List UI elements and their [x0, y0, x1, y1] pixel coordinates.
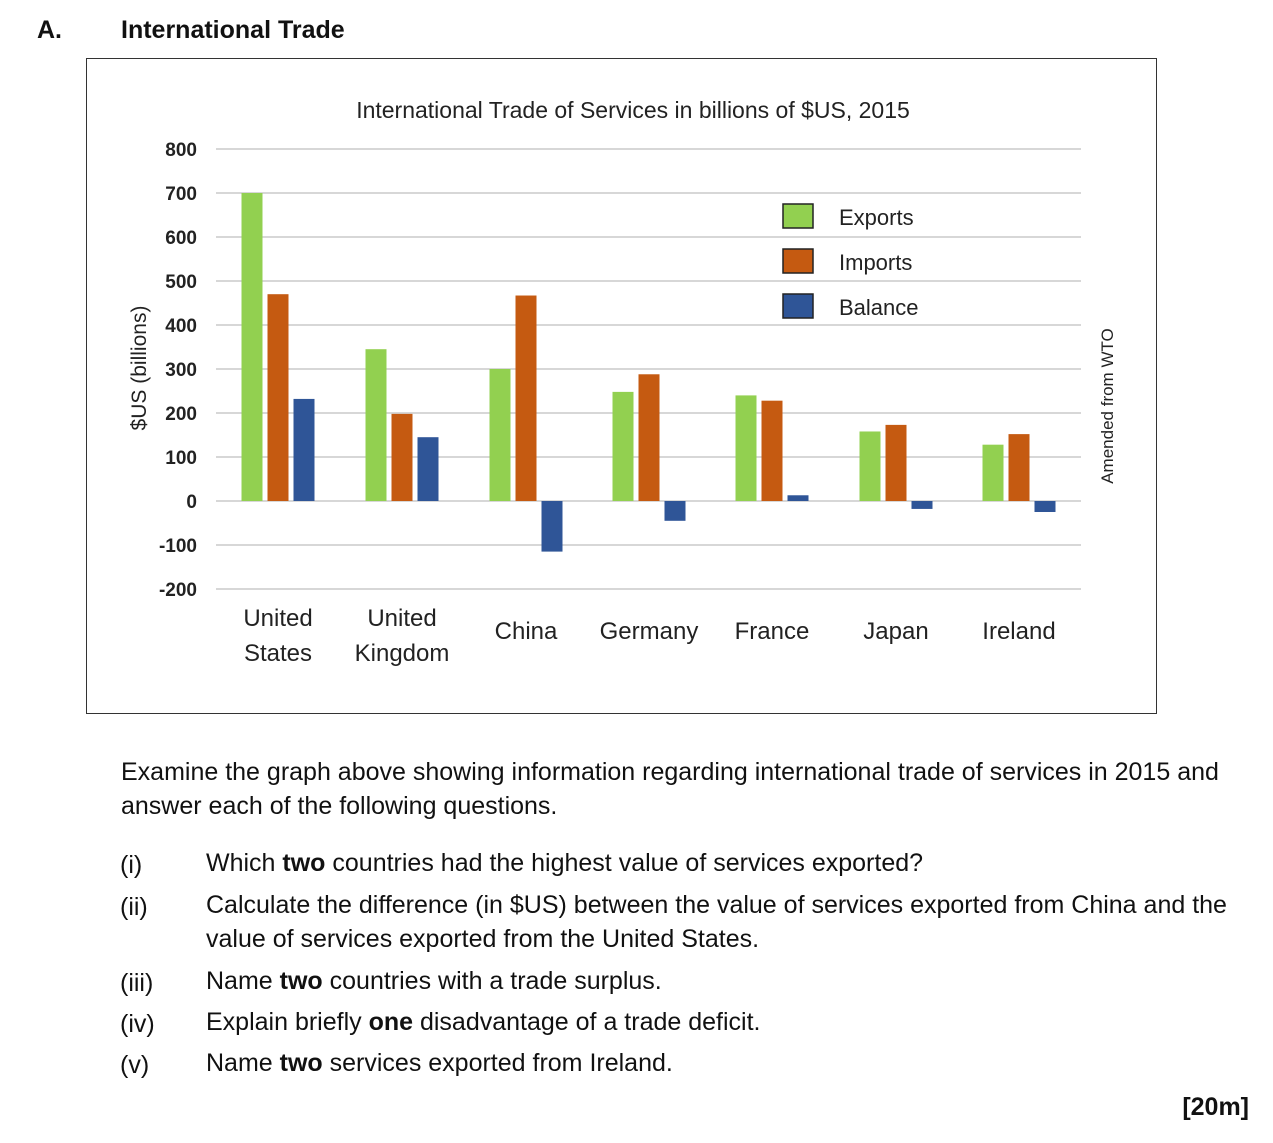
question-fragment: countries had the highest value of servi…: [325, 849, 924, 877]
category-label: China: [495, 618, 558, 645]
legend-label-balance: Balance: [839, 295, 919, 320]
bar-exports: [859, 431, 881, 501]
y-tick-label: 0: [186, 492, 197, 513]
y-tick-label: 600: [165, 228, 197, 249]
question-fragment: Which: [206, 849, 283, 877]
question-text: Which two countries had the highest valu…: [206, 846, 1236, 880]
bar-imports: [267, 294, 289, 501]
bar-exports: [365, 349, 387, 501]
y-tick-label: 500: [165, 272, 197, 293]
bar-imports: [391, 413, 413, 501]
emphasis: one: [368, 1008, 414, 1036]
question-fragment: Name: [206, 1049, 280, 1077]
legend-label-exports: Exports: [839, 205, 914, 230]
bar-balance: [293, 398, 315, 501]
y-tick-label: 400: [165, 316, 197, 337]
bar-imports: [885, 424, 907, 501]
bar-balance: [417, 437, 439, 501]
emphasis: two: [279, 1049, 323, 1077]
bar-balance: [911, 501, 933, 509]
question-text: Explain briefly one disadvantage of a tr…: [206, 1005, 1236, 1039]
section-title: International Trade: [121, 16, 345, 44]
bar-exports: [735, 395, 757, 501]
bar-balance: [664, 501, 686, 521]
y-tick-label: 700: [165, 184, 197, 205]
y-tick-label: 800: [165, 140, 197, 161]
chart-title: International Trade of Services in billi…: [356, 97, 910, 123]
emphasis: two: [279, 967, 323, 995]
marks-total: [20m]: [1182, 1093, 1249, 1121]
legend-swatch-exports: [782, 203, 814, 229]
question-number: (i): [120, 851, 143, 879]
source-note: Amended from WTO: [1098, 328, 1117, 484]
bar-imports: [1008, 434, 1030, 501]
question-number: (iv): [120, 1010, 155, 1038]
y-tick-label: 200: [165, 404, 197, 425]
question-text: Name two services exported from Ireland.: [206, 1046, 1236, 1080]
question-fragment: Calculate the difference (in $US) betwee…: [206, 891, 1227, 953]
section-letter: A.: [37, 16, 62, 44]
bar-imports: [515, 295, 537, 501]
question-text: Name two countries with a trade surplus.: [206, 964, 1236, 998]
question-text: Calculate the difference (in $US) betwee…: [206, 888, 1236, 956]
y-tick-label: -200: [159, 580, 197, 601]
category-label: United: [243, 605, 312, 632]
category-label: Germany: [600, 618, 699, 645]
category-label: States: [244, 640, 312, 667]
category-label: France: [735, 618, 810, 645]
chart-frame: [86, 58, 1157, 714]
trade-services-chart: International Trade of Services in billi…: [128, 97, 1117, 667]
intro-text: Examine the graph above showing informat…: [121, 758, 1219, 820]
category-label: Kingdom: [355, 640, 450, 667]
category-label: United: [367, 605, 436, 632]
bar-exports: [241, 193, 263, 501]
category-label: Ireland: [982, 618, 1055, 645]
question-number: (ii): [120, 893, 148, 921]
question-fragment: services exported from Ireland.: [322, 1049, 673, 1077]
question-number: (v): [120, 1051, 150, 1079]
question-fragment: disadvantage of a trade deficit.: [413, 1008, 761, 1036]
bar-imports: [638, 374, 660, 501]
bar-balance: [1034, 501, 1056, 512]
question-fragment: Explain briefly: [206, 1008, 369, 1036]
question-fragment: Name: [206, 967, 280, 995]
bar-balance: [787, 495, 809, 501]
legend-swatch-balance: [782, 293, 814, 319]
bar-exports: [982, 444, 1004, 501]
bar-balance: [541, 501, 563, 552]
bar-exports: [612, 391, 634, 501]
y-tick-label: 100: [165, 448, 197, 469]
y-tick-label: -100: [159, 536, 197, 557]
emphasis: two: [282, 849, 326, 877]
question-fragment: countries with a trade surplus.: [322, 967, 662, 995]
y-axis-label: $US (billions): [128, 306, 151, 431]
bar-imports: [761, 400, 783, 501]
legend-swatch-imports: [782, 248, 814, 274]
y-tick-label: 300: [165, 360, 197, 381]
question-number: (iii): [120, 969, 154, 997]
legend-label-imports: Imports: [839, 250, 912, 275]
bar-exports: [489, 369, 511, 501]
category-label: Japan: [863, 618, 928, 645]
